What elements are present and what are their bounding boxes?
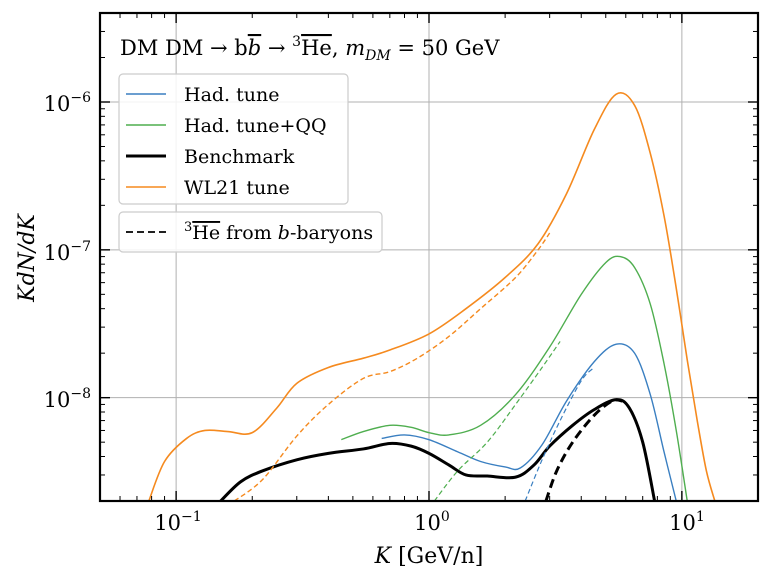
series-line-wl21-tune-b-baryons	[233, 232, 551, 501]
legend-label-0: Had. tune	[184, 84, 280, 106]
series-group	[148, 92, 716, 501]
series-line-had-tune-b-baryons	[524, 367, 595, 501]
x-tick-label-1: 100	[414, 509, 450, 535]
y-tick-label-0: 10−8	[44, 386, 91, 412]
x-tick-label-2: 101	[669, 509, 705, 535]
x-axis-title: K [GeV/n]	[374, 544, 484, 569]
series-line-had-tune	[381, 343, 677, 501]
legend-dashed-label: 3He from b-baryons	[184, 220, 373, 244]
y-tick-label-2: 10−6	[44, 90, 91, 116]
series-line-benchmark-b-baryons	[544, 398, 623, 501]
chart-title: DM DM → bb → 3He, mDM = 50 GeV	[120, 34, 500, 64]
y-tick-label-1: 10−7	[44, 239, 91, 265]
title-bbar: b	[248, 36, 261, 60]
plot-frame	[98, 11, 760, 503]
legend-label-1: Had. tune+QQ	[184, 115, 327, 137]
x-tick-label-0: 10−1	[154, 509, 201, 535]
legend-box-dashed	[118, 211, 383, 253]
series-line-wl21-tune	[148, 92, 716, 501]
series-line-had-tune-qq-b-baryons	[433, 341, 561, 501]
y-axis-title: KdN/dK	[15, 213, 40, 303]
legend-box	[118, 73, 349, 205]
legend-label-2: Benchmark	[184, 146, 295, 168]
legend-label-3: WL21 tune	[184, 177, 290, 199]
series-line-had-tune-qq	[341, 255, 688, 501]
legend-entries: Had. tune Had. tune+QQ Benchmark WL21 tune	[126, 84, 327, 199]
